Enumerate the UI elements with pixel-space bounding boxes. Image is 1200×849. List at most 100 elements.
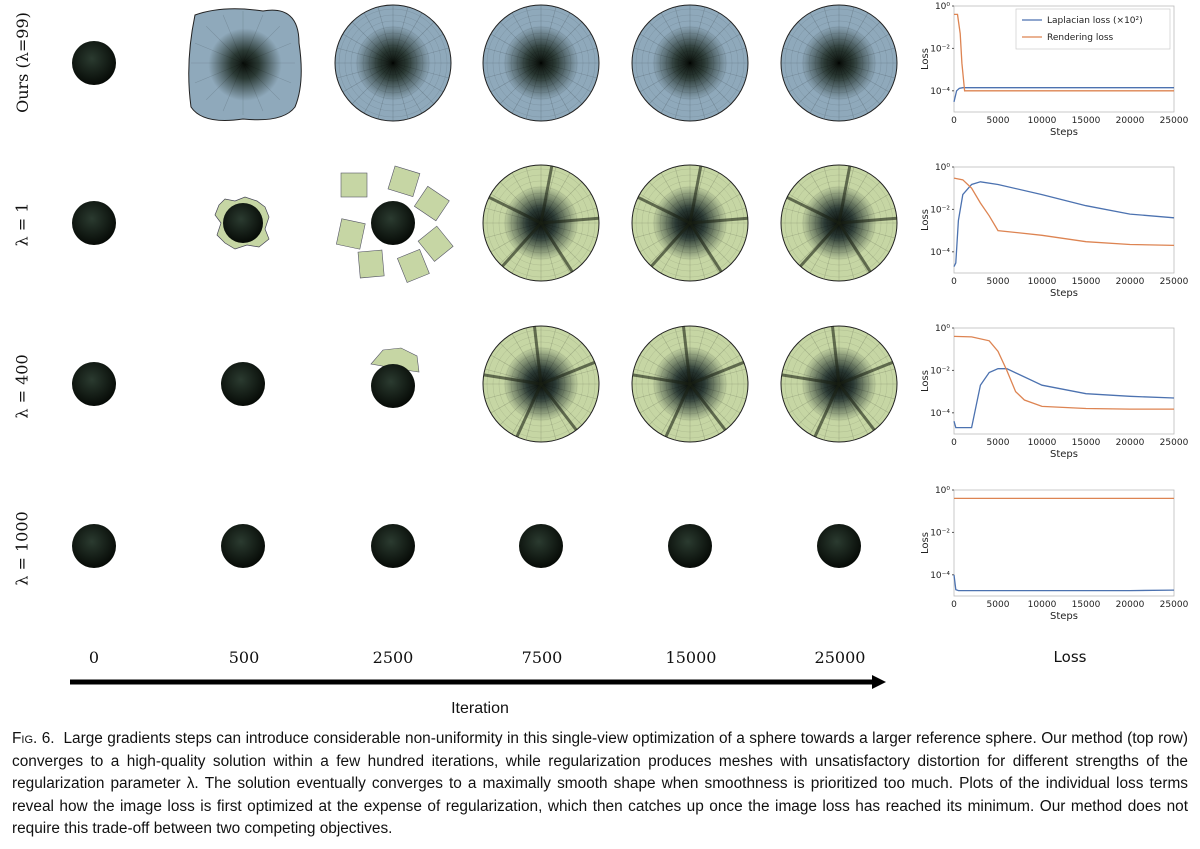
iteration-tick: 15000 xyxy=(665,648,717,667)
mesh-thumbnail xyxy=(476,158,606,292)
figure-caption: Fig. 6. Large gradients steps can introd… xyxy=(12,728,1188,841)
y-tick-label: 10⁰ xyxy=(935,324,950,334)
y-axis-label: Loss xyxy=(920,370,931,392)
legend: Laplacian loss (×10²) Rendering loss xyxy=(1015,8,1171,50)
x-tick-label: 20000 xyxy=(1116,600,1145,610)
mesh-thumbnail xyxy=(476,0,606,132)
mesh-render xyxy=(72,41,116,85)
loss-plot-svg: 10⁰ 10⁻² 10⁻⁴ 0 5000 10000 15000 20000 25000 Step… xyxy=(920,2,1189,138)
x-tick-label: 25000 xyxy=(1160,116,1189,126)
x-tick-label: 5000 xyxy=(987,438,1010,448)
mesh-render xyxy=(371,524,415,568)
x-axis-label: Steps xyxy=(1050,288,1078,299)
x-tick-label: 15000 xyxy=(1072,116,1101,126)
mesh-thumbnail xyxy=(774,481,904,615)
iteration-tick: 2500 xyxy=(372,648,414,667)
series-line xyxy=(953,181,1175,267)
x-tick-label: 20000 xyxy=(1116,277,1145,287)
x-tick-label: 25000 xyxy=(1160,438,1189,448)
mesh-render xyxy=(631,4,749,122)
mesh-thumbnail xyxy=(774,319,904,453)
loss-plot-svg: 10⁰ 10⁻² 10⁻⁴ 0 5000 10000 15000 20000 25000 Step… xyxy=(920,486,1189,622)
series-line xyxy=(953,574,1175,592)
mesh-thumbnail xyxy=(178,319,308,453)
x-tick-label: 10000 xyxy=(1028,600,1057,610)
mesh-render xyxy=(482,4,600,122)
y-axis-label: Loss xyxy=(920,48,931,70)
mesh-render xyxy=(214,196,270,250)
mesh-render xyxy=(72,524,116,568)
mesh-render xyxy=(631,325,749,443)
x-tick-label: 10000 xyxy=(1028,438,1057,448)
y-tick-label: 10⁰ xyxy=(935,2,950,12)
iteration-tick: 25000 xyxy=(814,648,866,667)
mesh-thumbnail xyxy=(625,481,755,615)
mesh-render xyxy=(370,347,420,408)
legend-entry: Laplacian loss (×10²) xyxy=(1047,16,1143,26)
x-tick-label: 10000 xyxy=(1028,277,1057,287)
loss-column-label: Loss xyxy=(1053,648,1087,666)
x-axis-label: Steps xyxy=(1050,611,1078,622)
loss-plot: 10⁰ 10⁻² 10⁻⁴ 0 5000 10000 15000 20000 25000 Step… xyxy=(916,322,1189,482)
x-tick-label: 0 xyxy=(951,116,957,126)
mesh-thumbnail xyxy=(328,0,458,132)
y-tick-label: 10⁻⁴ xyxy=(930,248,950,258)
mesh-thumbnail xyxy=(29,0,159,132)
x-tick-label: 5000 xyxy=(987,600,1010,610)
mesh-render xyxy=(631,164,749,282)
mesh-thumbnail xyxy=(625,0,755,132)
mesh-thumbnail xyxy=(29,481,159,615)
mesh-thumbnail xyxy=(625,319,755,453)
x-tick-label: 0 xyxy=(951,277,957,287)
mesh-thumbnail xyxy=(178,158,308,292)
x-tick-label: 25000 xyxy=(1160,600,1189,610)
mesh-render xyxy=(817,524,861,568)
iteration-arrow xyxy=(70,675,886,689)
x-tick-label: 0 xyxy=(951,438,957,448)
mesh-thumbnail xyxy=(625,158,755,292)
mesh-render xyxy=(335,165,454,283)
iteration-tick: 0 xyxy=(88,648,100,667)
legend-entry: Rendering loss xyxy=(1047,33,1114,43)
x-axis-label: Iteration xyxy=(451,700,509,717)
y-tick-label: 10⁻² xyxy=(930,205,950,215)
mesh-thumbnail xyxy=(29,158,159,292)
mesh-render xyxy=(780,164,898,282)
x-axis-label: Steps xyxy=(1050,449,1078,460)
mesh-thumbnail xyxy=(476,481,606,615)
x-axis-label: Steps xyxy=(1050,127,1078,138)
y-tick-label: 10⁻⁴ xyxy=(930,409,950,419)
y-tick-label: 10⁻⁴ xyxy=(930,571,950,581)
mesh-render xyxy=(482,325,600,443)
x-tick-label: 20000 xyxy=(1116,116,1145,126)
mesh-thumbnail xyxy=(178,481,308,615)
mesh-render xyxy=(482,164,600,282)
mesh-render xyxy=(519,524,563,568)
mesh-render xyxy=(72,362,116,406)
x-tick-label: 25000 xyxy=(1160,277,1189,287)
series-line xyxy=(953,177,1175,247)
series-line xyxy=(954,13,1174,92)
y-axis-label: Loss xyxy=(920,532,931,554)
mesh-thumbnail xyxy=(29,319,159,453)
mesh-thumbnail xyxy=(178,0,308,132)
mesh-thumbnail xyxy=(328,319,458,453)
y-tick-label: 10⁻² xyxy=(930,366,950,376)
x-tick-label: 0 xyxy=(951,600,957,610)
x-tick-label: 20000 xyxy=(1116,438,1145,448)
y-axis-label: Loss xyxy=(920,209,931,231)
series-line xyxy=(953,87,1174,103)
mesh-render xyxy=(780,325,898,443)
mesh-render xyxy=(72,201,116,245)
loss-plot: 10⁰ 10⁻² 10⁻⁴ 0 5000 10000 15000 20000 25000 Step… xyxy=(916,0,1189,160)
loss-plot: 10⁰ 10⁻² 10⁻⁴ 0 5000 10000 15000 20000 25000 Step… xyxy=(916,161,1189,321)
x-tick-label: 5000 xyxy=(987,277,1010,287)
mesh-render xyxy=(221,524,265,568)
loss-plot: 10⁰ 10⁻² 10⁻⁴ 0 5000 10000 15000 20000 25000 Step… xyxy=(916,484,1189,644)
mesh-render xyxy=(780,4,898,122)
x-tick-label: 5000 xyxy=(987,116,1010,126)
x-tick-label: 15000 xyxy=(1072,438,1101,448)
mesh-render xyxy=(668,524,712,568)
caption-text: Large gradients steps can introduce cons… xyxy=(12,730,1188,837)
mesh-render xyxy=(221,362,265,406)
